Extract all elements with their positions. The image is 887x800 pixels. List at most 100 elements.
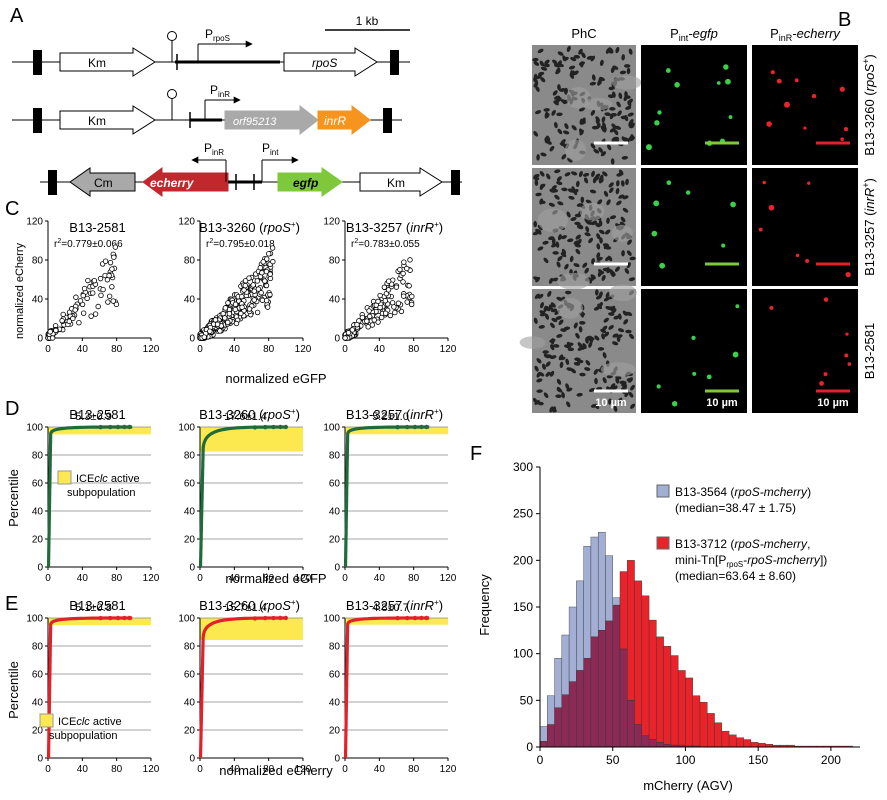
- b-cell: [591, 170, 595, 178]
- b-fluor-cell: [728, 115, 733, 119]
- x-tick-label: 120: [440, 573, 457, 584]
- percentile-point: [271, 424, 276, 430]
- c-data-point: [377, 304, 383, 311]
- c-data-point: [214, 321, 221, 327]
- b-cell: [608, 324, 614, 330]
- b-cell: [565, 290, 572, 295]
- b-cell: [618, 328, 625, 333]
- b-image-tile: [641, 168, 747, 286]
- percentile-point: [263, 424, 268, 430]
- b-cell: [578, 48, 583, 55]
- b-cell: [543, 392, 549, 399]
- active-percent-label: 5.3±0.9: [75, 411, 112, 423]
- f-y-axis-label: Frequency: [477, 574, 492, 636]
- f-bar-red: [699, 702, 708, 748]
- x-tick-label: 0: [342, 764, 348, 775]
- b-cell: [579, 118, 584, 125]
- km-label: Km: [387, 176, 405, 190]
- b-cell: [564, 172, 571, 177]
- f-y-tick-label: 100: [513, 647, 533, 661]
- b-cell: [557, 51, 564, 56]
- percentile-point: [108, 615, 113, 621]
- percentile-point: [419, 424, 424, 430]
- panel-label-b: B: [838, 9, 851, 31]
- percentile-plot: 0 40 80 120 0 20 40 60 80 100 B13-3257 (inrR+)4.8±…: [323, 598, 456, 775]
- construct-2: Km PinR orf95213 inrR: [12, 83, 402, 136]
- b-cell: [539, 302, 545, 309]
- b-image-tile: 10 µm: [752, 289, 858, 413]
- c-data-point: [239, 293, 245, 300]
- b-fluor-cell: [706, 374, 712, 380]
- f-y-tick-label: 0: [526, 740, 533, 754]
- rpos-gene-arrow-icon: [283, 47, 378, 77]
- b-cell: [584, 367, 591, 371]
- b-cell: [584, 267, 590, 274]
- b-cell: [577, 359, 584, 364]
- b-fluor-cell: [691, 335, 696, 340]
- b-cell: [578, 170, 583, 178]
- b-cell: [545, 135, 551, 142]
- b-cell: [626, 67, 631, 75]
- b-scale-label: 10 µm: [595, 397, 627, 409]
- end-block-icon: [383, 108, 392, 133]
- percentile-point: [395, 615, 400, 621]
- b-cell: [600, 151, 607, 157]
- b-cell: [617, 110, 622, 117]
- c-data-point: [60, 311, 66, 318]
- b-cell: [566, 45, 571, 52]
- b-cell: [579, 372, 586, 377]
- b-cell: [590, 404, 598, 408]
- b-cell: [566, 401, 571, 408]
- f-bar-overlap: [583, 658, 592, 748]
- b-fluor-cell: [803, 126, 807, 130]
- b-cell: [546, 173, 551, 180]
- f-bar-overlap: [612, 604, 621, 748]
- active-percent-label: 17.6±1.4: [224, 411, 267, 423]
- b-cell: [593, 176, 600, 181]
- b-cell: [580, 196, 585, 204]
- c-data-point: [270, 258, 276, 265]
- c-data-point: [364, 318, 370, 324]
- b-cell: [554, 169, 561, 174]
- d-legend-line1: ICEclc active: [76, 473, 140, 485]
- x-tick-label: 0: [197, 764, 203, 775]
- b-cell: [589, 276, 596, 282]
- b-cell: [557, 84, 561, 91]
- c-data-point: [371, 317, 377, 323]
- y-tick-label: 0: [334, 754, 340, 765]
- b-cell: [623, 95, 628, 102]
- b-fluor-cell: [807, 181, 811, 185]
- panel-label-a: A: [10, 5, 24, 27]
- f-bar-overlap: [547, 724, 555, 748]
- cm-gene-arrow-icon: [69, 167, 136, 197]
- f-x-tick-label: 50: [606, 753, 620, 767]
- b-image-tile: 10 µm: [519, 284, 637, 413]
- percentile-curve: [46, 425, 133, 568]
- b-cell: [532, 57, 539, 62]
- f-histogram-plot: 0 50 100 150 200 0 50 100 150 200 250 300: [513, 460, 860, 767]
- f-bar-red: [685, 677, 693, 747]
- b-cell: [557, 63, 564, 68]
- b-cell: [610, 158, 615, 165]
- b-cell: [533, 173, 540, 178]
- b-cell: [558, 319, 564, 325]
- percentile-point: [424, 615, 429, 621]
- b-cell: [598, 76, 605, 82]
- c-data-point: [260, 259, 266, 265]
- f-bar-overlap: [568, 681, 577, 748]
- c-data-point: [80, 292, 86, 299]
- c-y-axis-label: normalized eCherry: [14, 243, 26, 339]
- y-tick-label: 80: [184, 256, 196, 267]
- percentile-point: [98, 615, 103, 621]
- f-bar-red: [648, 619, 657, 740]
- c-data-point: [246, 275, 252, 281]
- b-fluor-cell: [656, 384, 661, 389]
- echerry-gene-arrow-icon: [142, 167, 229, 197]
- b-cell: [581, 52, 586, 59]
- b-cell: [585, 335, 592, 340]
- b-cell: [559, 361, 564, 369]
- b-cell: [610, 305, 616, 312]
- b-fluor-cell: [657, 110, 662, 115]
- c-r2-label: r2=0.795±0.018: [206, 238, 275, 250]
- b-cell: [560, 99, 567, 104]
